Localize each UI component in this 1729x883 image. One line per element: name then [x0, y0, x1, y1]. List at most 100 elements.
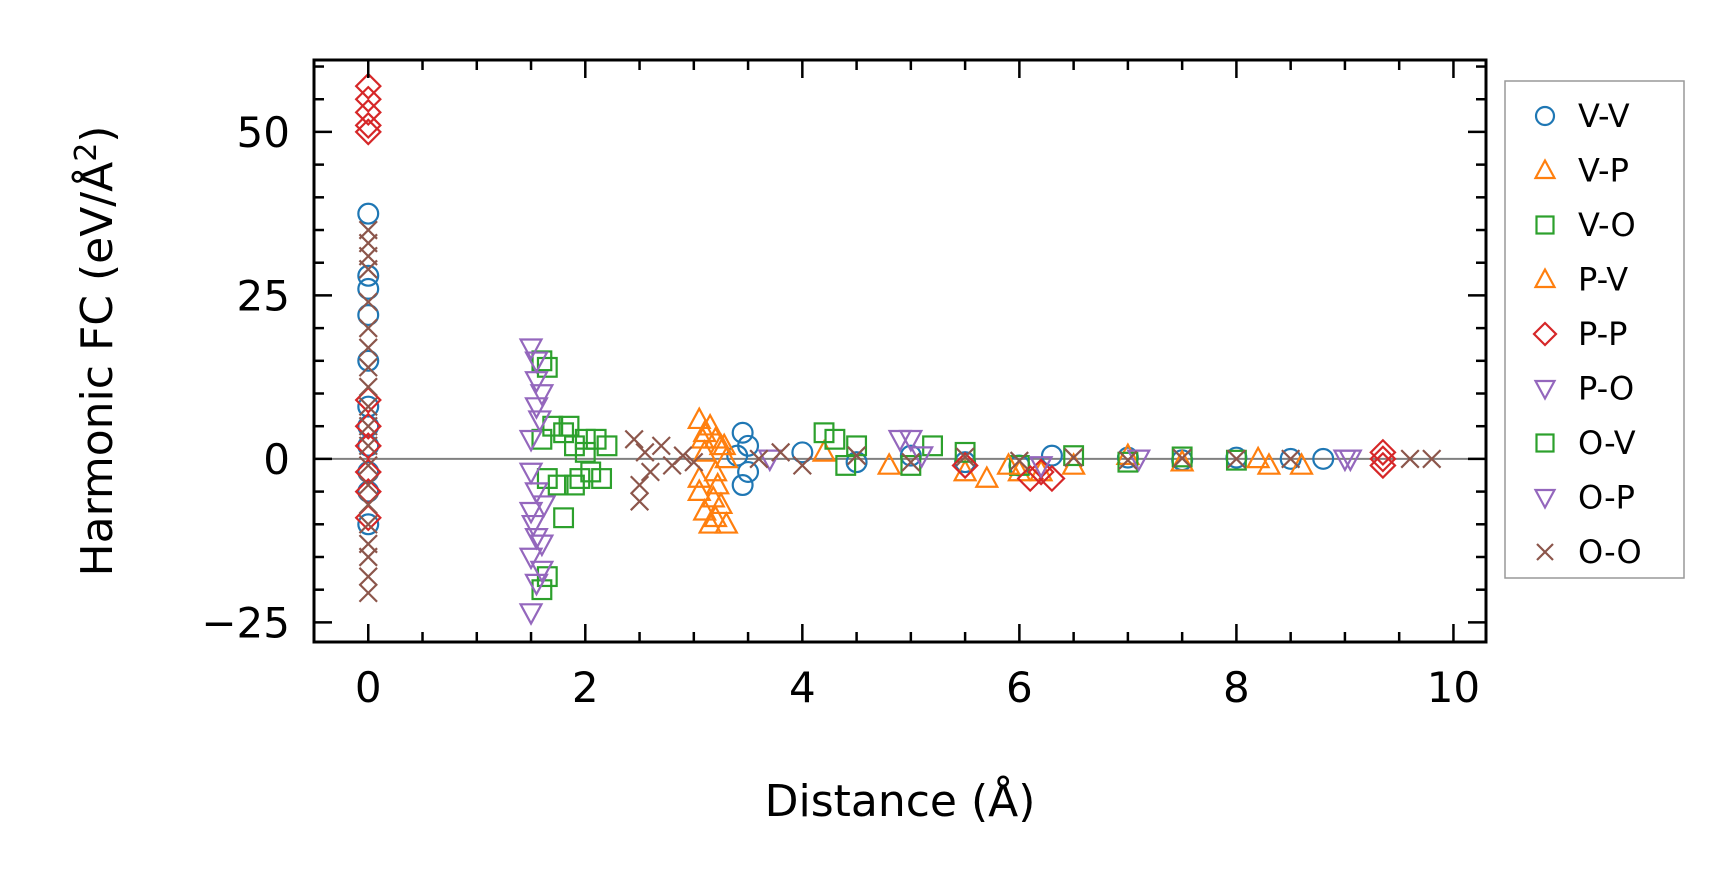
data-point [529, 560, 555, 584]
ticks-layer [314, 60, 1486, 642]
data-point [580, 461, 602, 483]
data-point [357, 304, 380, 327]
data-point [876, 452, 902, 475]
data-point [692, 439, 717, 462]
data-point [703, 425, 728, 449]
data-point [358, 377, 378, 397]
data-point [358, 475, 378, 495]
data-point [731, 474, 754, 497]
legend-items: V-V V-P V-O P-V P-P P-O O-V O-P O-O [1532, 97, 1642, 571]
legend-label: V-V [1578, 97, 1630, 135]
data-point [711, 432, 737, 456]
y-tick-label: 50 [237, 108, 290, 157]
data-point [697, 412, 723, 436]
data-point [354, 72, 382, 100]
data-point [358, 495, 378, 515]
series-p-v [690, 425, 1271, 508]
data-point [690, 425, 715, 449]
x-tick-label: 6 [1006, 663, 1033, 712]
legend-marker [1533, 379, 1557, 401]
data-point [1117, 451, 1139, 473]
data-point [1225, 449, 1247, 471]
data-point [531, 428, 553, 450]
data-point [898, 429, 924, 453]
y-axis-label: Harmonic FC (eV/Å2) [69, 126, 123, 577]
x-tick-label: 8 [1223, 663, 1250, 712]
x-tick-label: 2 [572, 663, 599, 712]
data-point [714, 445, 739, 469]
data-point [529, 384, 555, 407]
data-point [524, 573, 549, 597]
data-point [1422, 449, 1442, 469]
data-point [1171, 446, 1193, 468]
data-point [901, 452, 921, 472]
data-point [358, 514, 378, 534]
y-axis-label-close: ) [72, 126, 123, 143]
data-point [1369, 438, 1397, 467]
series-v-p [686, 406, 1314, 534]
y-tick-labels: −25 0 25 50 [201, 108, 290, 647]
data-point [358, 436, 378, 456]
legend-item-v-p: V-P [1533, 152, 1629, 190]
data-points-layer [354, 72, 1442, 626]
y-axis-label-main: Harmonic FC (eV/Å [70, 162, 123, 577]
data-point [1038, 464, 1066, 493]
legend-item-o-o: O-O [1536, 533, 1642, 571]
data-point [518, 547, 544, 571]
x-tick-label: 10 [1427, 663, 1480, 712]
data-point [974, 465, 1000, 488]
data-point [635, 442, 655, 462]
data-point [1063, 445, 1085, 467]
data-point [684, 452, 704, 472]
data-point [1312, 447, 1335, 470]
data-point [354, 98, 382, 126]
data-point [358, 547, 378, 567]
x-axis-label: Distance (Å) [765, 774, 1036, 827]
legend-item-p-p: P-P [1532, 315, 1627, 353]
legend-marker [1533, 158, 1557, 180]
legend: V-V V-P V-O P-V P-P P-O O-V O-P O-O [1504, 80, 1685, 579]
data-point [357, 264, 380, 287]
data-point [1245, 445, 1271, 469]
legend-label: O-P [1578, 479, 1635, 517]
data-point [553, 422, 575, 444]
data-point [845, 451, 868, 474]
series-v-o [531, 350, 1247, 601]
data-point [1016, 464, 1044, 493]
data-point [358, 455, 378, 476]
data-point [1172, 448, 1192, 468]
data-point [1256, 452, 1282, 475]
data-point [749, 449, 769, 469]
data-point [737, 460, 760, 483]
series-v-v [357, 202, 1335, 536]
data-point [1169, 448, 1195, 472]
legend-label: P-O [1578, 370, 1634, 408]
data-point [518, 462, 544, 486]
data-point [1226, 449, 1246, 469]
data-point [553, 507, 575, 529]
data-point [357, 480, 380, 503]
data-point [835, 454, 857, 476]
legend-marker [1535, 433, 1555, 453]
legend-item-p-o: P-O [1533, 370, 1634, 408]
data-point [1118, 450, 1138, 470]
data-point [524, 351, 549, 375]
legend-label: P-V [1578, 261, 1628, 299]
data-point [954, 441, 976, 463]
legend-label: V-O [1578, 206, 1636, 244]
data-point [629, 491, 650, 511]
data-point [813, 422, 835, 444]
data-point [531, 495, 557, 518]
data-point [951, 451, 979, 480]
data-point [686, 465, 712, 488]
series-o-o [358, 220, 1442, 603]
data-point [651, 436, 671, 456]
data-point [518, 338, 544, 362]
data-point [358, 292, 378, 312]
legend-marker [1535, 215, 1555, 235]
data-point [358, 567, 378, 587]
data-point [563, 435, 585, 457]
data-point [596, 435, 618, 457]
data-point [574, 428, 596, 450]
